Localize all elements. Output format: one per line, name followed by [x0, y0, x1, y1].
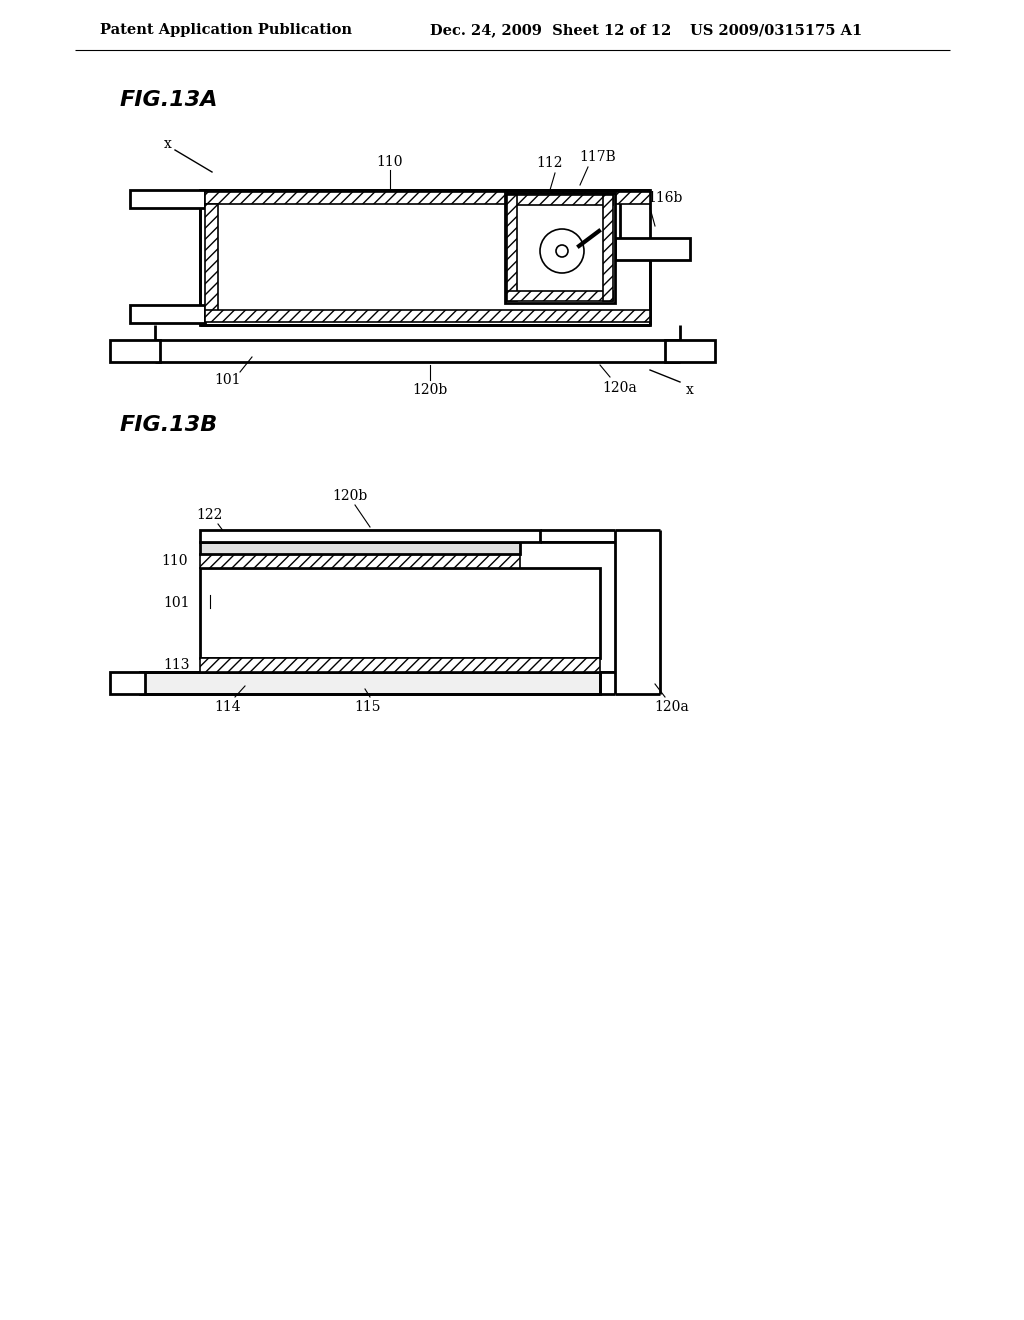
Text: x: x — [164, 137, 172, 150]
Text: 120a: 120a — [603, 381, 637, 395]
Text: Patent Application Publication: Patent Application Publication — [100, 22, 352, 37]
Circle shape — [540, 228, 584, 273]
Text: 114: 114 — [215, 700, 242, 714]
Circle shape — [556, 246, 568, 257]
Bar — [615, 238, 690, 260]
Text: 120a: 120a — [654, 700, 689, 714]
Text: 101: 101 — [215, 374, 242, 387]
Bar — [200, 568, 600, 657]
Bar — [507, 290, 613, 301]
Text: 116b: 116b — [647, 191, 683, 205]
Bar — [505, 193, 615, 304]
Bar — [603, 195, 613, 301]
Bar — [200, 554, 520, 568]
Text: x: x — [686, 383, 694, 397]
Bar — [110, 672, 145, 694]
Text: 113: 113 — [164, 657, 190, 672]
Bar — [507, 195, 613, 205]
Bar — [665, 341, 715, 362]
Bar — [130, 305, 205, 323]
Bar — [140, 672, 600, 694]
Text: FIG.13B: FIG.13B — [120, 414, 218, 436]
Bar — [130, 190, 205, 209]
Text: 110: 110 — [162, 554, 188, 568]
Text: 117B: 117B — [580, 150, 616, 164]
Bar — [200, 531, 540, 543]
Bar — [507, 195, 517, 301]
Text: 101: 101 — [164, 597, 190, 610]
Bar — [200, 190, 650, 325]
Bar — [205, 205, 218, 319]
Bar — [205, 310, 650, 322]
Bar — [110, 341, 160, 362]
Text: FIG.13A: FIG.13A — [120, 90, 218, 110]
Bar — [205, 191, 650, 205]
Bar — [200, 657, 600, 672]
Text: US 2009/0315175 A1: US 2009/0315175 A1 — [690, 22, 862, 37]
Text: 115: 115 — [354, 700, 381, 714]
Text: 120b: 120b — [413, 383, 447, 397]
Text: Dec. 24, 2009  Sheet 12 of 12: Dec. 24, 2009 Sheet 12 of 12 — [430, 22, 672, 37]
Bar — [200, 543, 520, 554]
Text: 122: 122 — [197, 508, 223, 521]
Text: 120b: 120b — [333, 488, 368, 503]
Text: 110: 110 — [377, 154, 403, 169]
Text: 112: 112 — [537, 156, 563, 170]
